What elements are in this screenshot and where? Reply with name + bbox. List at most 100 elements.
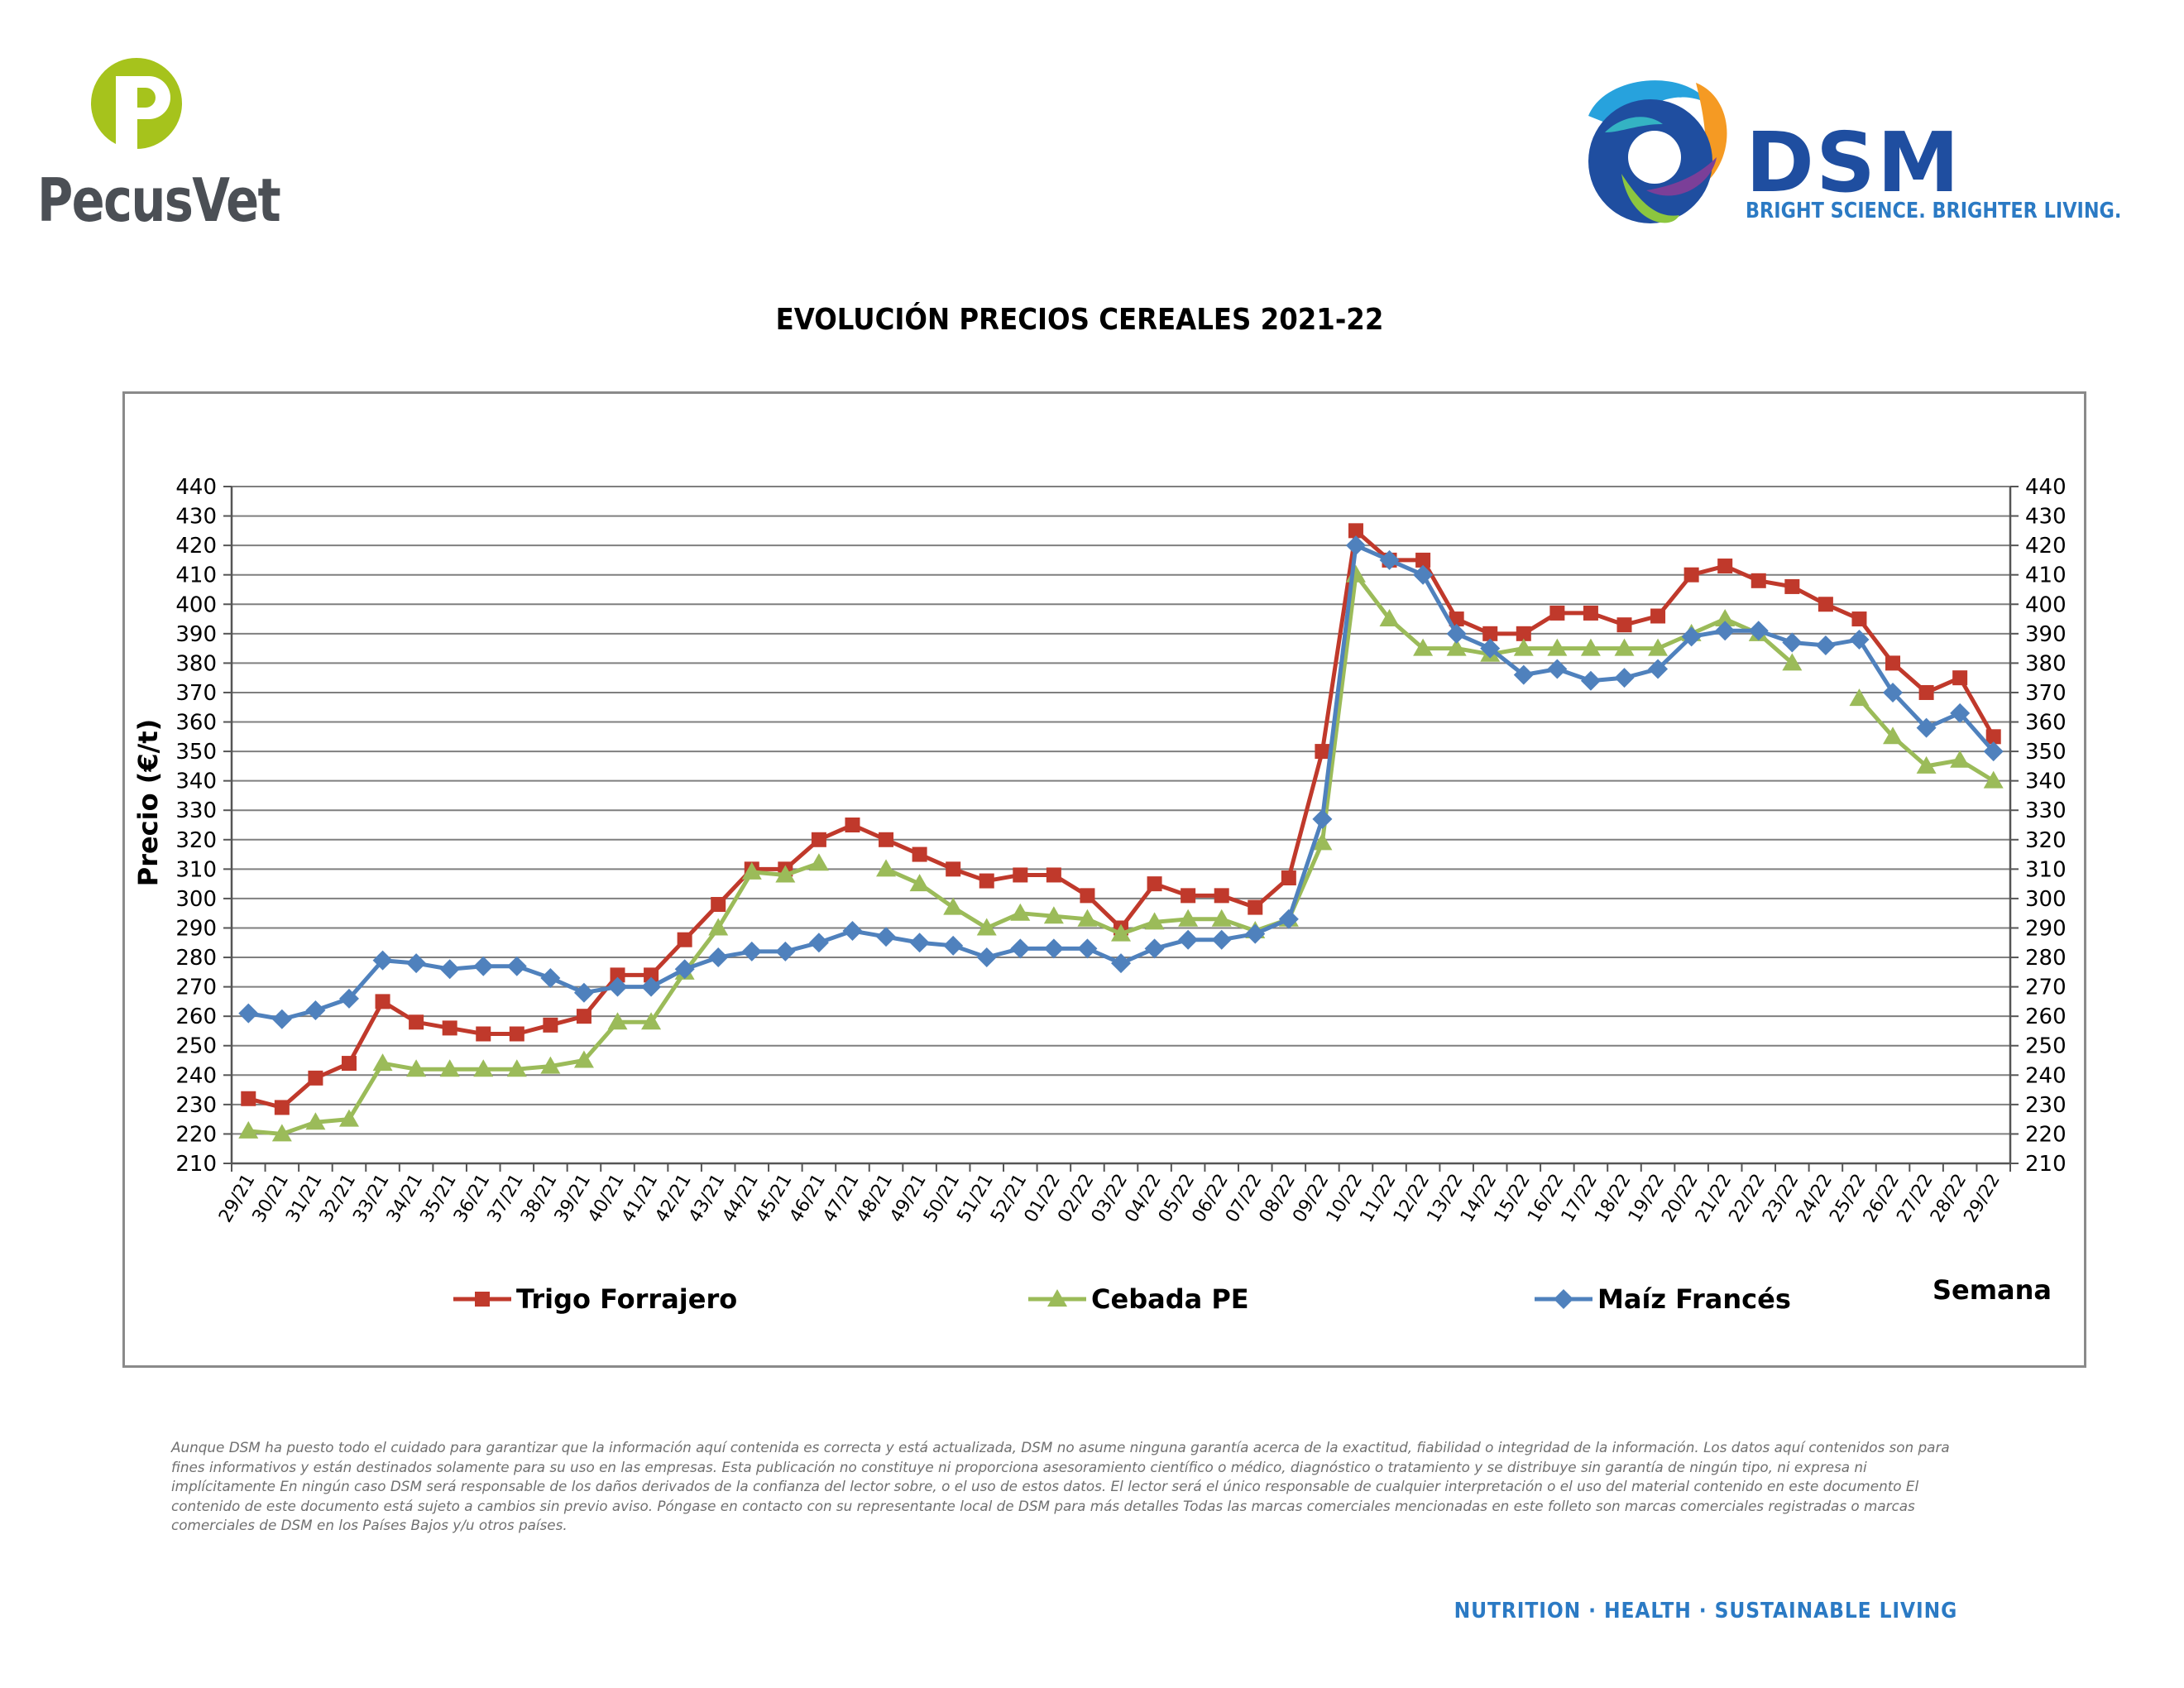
data-point [1883,727,1904,745]
y-tick-label: 210 [175,1152,217,1177]
y-tick-label: 330 [2025,798,2067,823]
data-point [1849,688,1870,707]
y-tick-label: 400 [175,592,217,617]
dsm-tagline: BRIGHT SCIENCE. BRIGHTER LIVING. [1746,199,2122,223]
data-point [238,1003,259,1024]
data-point [1815,635,1836,656]
data-point [943,935,964,956]
data-point [1983,741,2004,762]
y-tick-label: 240 [2025,1063,2067,1088]
data-point [879,832,894,847]
data-point [1818,597,1833,612]
data-point [979,873,994,889]
y-tick-label: 330 [175,798,217,823]
data-point [607,1012,628,1030]
data-point [741,941,762,961]
data-point [1782,632,1803,653]
data-point [1413,638,1434,656]
data-point [573,982,594,1003]
data-point [1010,938,1031,959]
data-point [241,1091,256,1106]
y-tick-label: 270 [175,976,217,1000]
chart-frame [122,391,2086,1368]
data-point [1111,923,1131,942]
data-point [1916,717,1937,738]
series-line [248,861,820,1136]
y-tick-label: 370 [175,681,217,706]
data-point [576,1009,592,1024]
data-point [641,1012,662,1030]
y-tick-label: 380 [2025,651,2067,676]
data-point [1717,559,1733,574]
y-tick-label: 420 [2025,534,2067,559]
data-point [271,1124,292,1142]
data-point [976,947,997,968]
y-tick-label: 360 [175,711,217,736]
y-tick-label: 400 [2025,592,2067,617]
data-point [1446,623,1467,644]
data-point [271,1009,292,1029]
y-tick-label: 420 [175,534,217,559]
data-point [1952,670,1968,686]
data-point [1580,638,1601,656]
y-tick-label: 320 [175,828,217,853]
data-point [1181,888,1196,904]
data-point [1849,629,1870,650]
data-point [1715,621,1736,641]
data-point [476,1026,491,1042]
legend-label: Cebada PE [1091,1283,1249,1315]
y-axis-right: 210 220 230 240 250 260 270 280 290 300 310 320 330 3… [2009,475,2067,1177]
data-point [607,976,628,997]
y-axis-label: Precio (€/t) [132,719,164,887]
y-tick-label: 290 [2025,916,2067,941]
data-point [1513,638,1534,656]
data-point [238,1120,259,1139]
data-point [1178,929,1199,950]
data-point [1178,909,1199,927]
data-point [372,950,393,971]
data-point [1312,832,1333,851]
data-point [674,959,695,980]
data-point [305,1000,326,1021]
data-point [1648,659,1669,679]
data-point [1614,638,1635,656]
data-point [308,1070,323,1086]
y-tick-label: 250 [175,1034,217,1059]
data-point [1480,638,1501,659]
y-tick-label: 250 [2025,1034,2067,1059]
data-point [1883,682,1904,703]
data-point [1211,929,1232,950]
data-point [1080,888,1095,904]
data-point [808,853,829,871]
y-tick-label: 260 [2025,1005,2067,1029]
legend-label: Trigo Forrajero [516,1283,737,1315]
data-point [1046,867,1061,883]
data-point [1211,909,1232,927]
data-point [1748,621,1769,641]
y-tick-label: 430 [2025,505,2067,530]
data-point [1077,909,1098,927]
data-point [1950,750,1971,768]
data-point [1516,626,1531,641]
data-point [1885,655,1901,671]
y-tick-label: 440 [2025,475,2067,500]
x-axis: 29/2130/2131/2132/2133/2134/2135/2136/21… [215,1163,2011,1226]
data-point [711,897,726,913]
y-tick-label: 350 [175,740,217,765]
y-tick-label: 440 [175,475,217,500]
data-point [1214,888,1229,904]
data-point [909,874,930,892]
data-point [1248,899,1263,915]
legend-swatch-marker [475,1292,490,1307]
y-tick-label: 360 [2025,711,2067,736]
data-point [1077,938,1098,959]
data-point [1482,626,1498,641]
legend-item: Cebada PE [1028,1283,1249,1315]
data-point [1446,638,1467,656]
data-point [1144,938,1165,959]
data-point [509,1026,524,1042]
x-axis-label: Semana [1933,1274,2052,1306]
data-point [1751,573,1766,588]
y-axis-left: 210 220 230 240 250 260 270 280 290 300 310 320 330 3… [175,475,233,1177]
data-point [1415,552,1431,568]
